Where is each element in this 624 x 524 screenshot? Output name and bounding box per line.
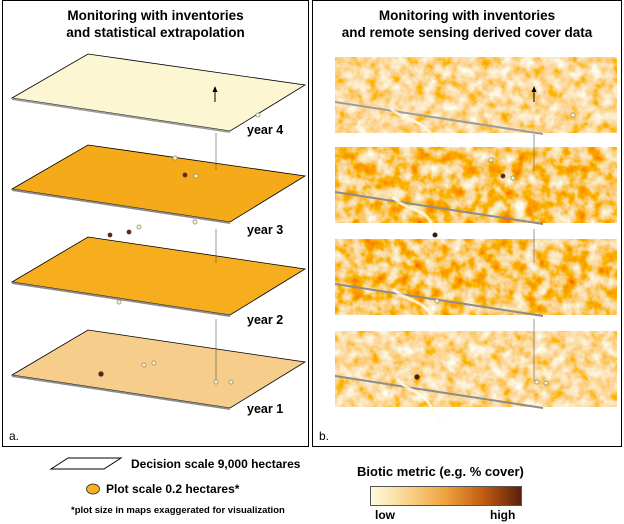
year-4-layer — [10, 53, 307, 132]
rs-year-2-layer — [333, 238, 619, 340]
plot-marker — [414, 374, 420, 380]
north-arrow-head-icon — [531, 86, 537, 92]
panel-a-title: Monitoring with inventories and statisti… — [3, 7, 308, 41]
decision-scale-text: Decision scale 9,000 hectares — [131, 457, 301, 471]
plot-marker — [192, 219, 198, 225]
rs-year-4-layer — [333, 56, 619, 159]
plot-marker — [570, 112, 576, 118]
plot-marker — [193, 173, 199, 179]
year-2-label: year 2 — [247, 313, 283, 327]
plot-marker — [172, 155, 178, 161]
year-1-layer — [10, 329, 307, 409]
plot-marker — [141, 362, 147, 368]
plot-scale-icon — [86, 483, 100, 495]
decision-scale-icon — [49, 457, 123, 470]
plot-marker — [136, 224, 142, 230]
year-2-layer — [10, 236, 307, 316]
legend-graphics — [49, 457, 123, 495]
panel-b-remote-sensing: Monitoring with inventories and remote s… — [312, 0, 622, 447]
plot-marker — [434, 298, 440, 304]
panel-a-title-line2: and statistical extrapolation — [66, 25, 245, 40]
plot-marker — [213, 379, 219, 385]
panel-a-inventory-extrapolation: Monitoring with inventories and statisti… — [2, 0, 309, 447]
plot-marker — [126, 229, 132, 235]
ramp-low-label: low — [375, 508, 395, 522]
color-ramp — [370, 486, 522, 506]
biotic-metric-title: Biotic metric (e.g. % cover) — [357, 464, 524, 479]
year-1-label: year 1 — [247, 402, 283, 416]
plot-marker — [534, 379, 540, 385]
plot-marker — [543, 380, 549, 386]
layer-shadow — [12, 189, 230, 224]
rs-year-3-layer — [333, 146, 619, 248]
rs-year-1-layer — [333, 330, 619, 424]
plot-marker — [228, 379, 234, 385]
plot-marker — [151, 360, 157, 366]
layer-shadow — [12, 282, 230, 317]
panel-a-label: a. — [9, 429, 20, 443]
layer-shadow — [12, 375, 230, 410]
layer-shadow — [12, 98, 230, 133]
plot-marker — [107, 232, 113, 238]
plot-marker — [116, 299, 122, 305]
legend: Decision scale 9,000 hectares Plot scale… — [0, 447, 624, 524]
panel-b-title-line1: Monitoring with inventories — [378, 8, 556, 23]
footnote-text: *plot size in maps exaggerated for visua… — [71, 505, 285, 516]
plot-marker — [500, 173, 506, 179]
plot-marker — [98, 371, 104, 377]
panel-a-layers: year 4 year 3 year 2 year 1 — [10, 53, 307, 416]
panel-b-label: b. — [319, 429, 330, 443]
ramp-high-label: high — [490, 508, 516, 522]
plot-scale-text: Plot scale 0.2 hectares* — [106, 482, 240, 496]
panel-b-title: Monitoring with inventories and remote s… — [313, 7, 621, 41]
year-4-label: year 4 — [247, 123, 283, 137]
plot-marker — [432, 232, 438, 238]
panel-b-layers — [333, 56, 619, 424]
year-3-label: year 3 — [247, 223, 283, 237]
panel-b-title-line2: and remote sensing derived cover data — [341, 25, 593, 40]
plot-marker — [255, 112, 261, 118]
panel-a-title-line1: Monitoring with inventories — [67, 8, 244, 23]
plot-marker — [488, 157, 494, 163]
plot-marker — [182, 172, 188, 178]
year-3-layer — [10, 144, 307, 223]
north-arrow-head-icon — [212, 86, 218, 92]
plot-marker — [510, 175, 516, 181]
